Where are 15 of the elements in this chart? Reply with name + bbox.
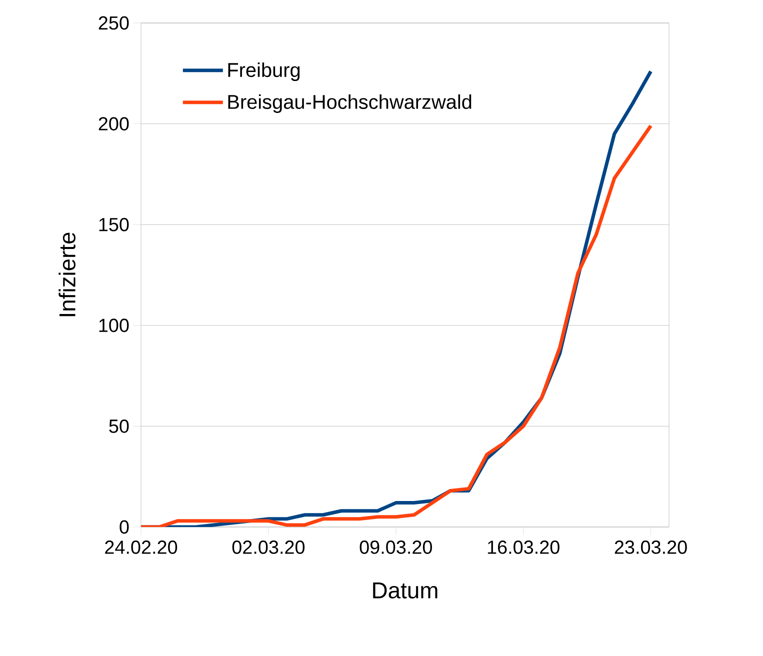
x-tick-label: 09.03.20 bbox=[360, 540, 432, 554]
x-tick-label: 23.03.20 bbox=[614, 540, 687, 554]
y-tick-label: 150 bbox=[99, 218, 129, 232]
y-tick-label: 100 bbox=[99, 318, 129, 332]
y-tick-label: 0 bbox=[120, 520, 129, 534]
y-axis-title: Infizierte bbox=[58, 232, 76, 316]
legend-label: Freiburg bbox=[228, 62, 300, 82]
y-tick-label: 50 bbox=[109, 419, 129, 433]
legend-label: Breisgau-Hochschwarzwald bbox=[228, 94, 472, 113]
y-tick-label: 250 bbox=[98, 16, 129, 30]
x-axis-title: Datum bbox=[373, 582, 438, 598]
y-tick-label: 200 bbox=[98, 117, 129, 130]
x-tick-label: 16.03.20 bbox=[488, 540, 560, 554]
x-tick-label: 24.02.20 bbox=[105, 540, 178, 554]
x-tick-label: 02.03.20 bbox=[232, 540, 305, 554]
